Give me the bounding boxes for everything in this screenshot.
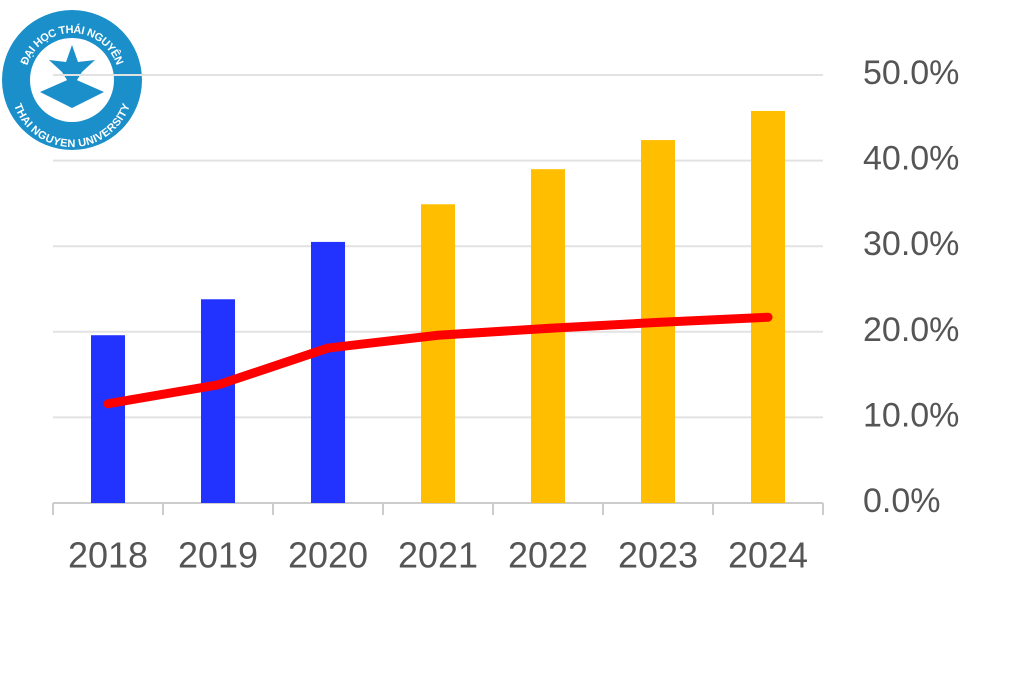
x-tick-label: 2018	[68, 535, 148, 576]
bar	[531, 169, 565, 503]
logo: ĐẠI HỌC THÁI NGUYÊN THAI NGUYEN UNIVERSI…	[2, 10, 142, 150]
y-tick-label: 30.0%	[863, 225, 959, 263]
bar	[91, 335, 125, 503]
line	[103, 312, 773, 409]
bar	[751, 110, 785, 504]
x-tick-label: 2022	[508, 535, 588, 576]
x-tick-label: 2020	[288, 535, 368, 576]
x-tick-label: 2021	[398, 535, 478, 576]
y-tick-label: 50.0%	[863, 54, 959, 92]
y-tick-label: 10.0%	[863, 396, 959, 434]
logo-flower	[49, 45, 95, 88]
x-tick-label: 2023	[618, 535, 698, 576]
x-tick-label: 2024	[728, 535, 808, 576]
bar	[201, 299, 235, 503]
bar	[311, 241, 345, 504]
y-tick-label: 0.0%	[863, 482, 941, 520]
y-tick-label: 40.0%	[863, 140, 959, 178]
logo-book	[40, 78, 104, 108]
y-tick-label: 20.0%	[863, 311, 959, 349]
bar	[421, 204, 455, 504]
x-tick-label: 2019	[178, 535, 258, 576]
